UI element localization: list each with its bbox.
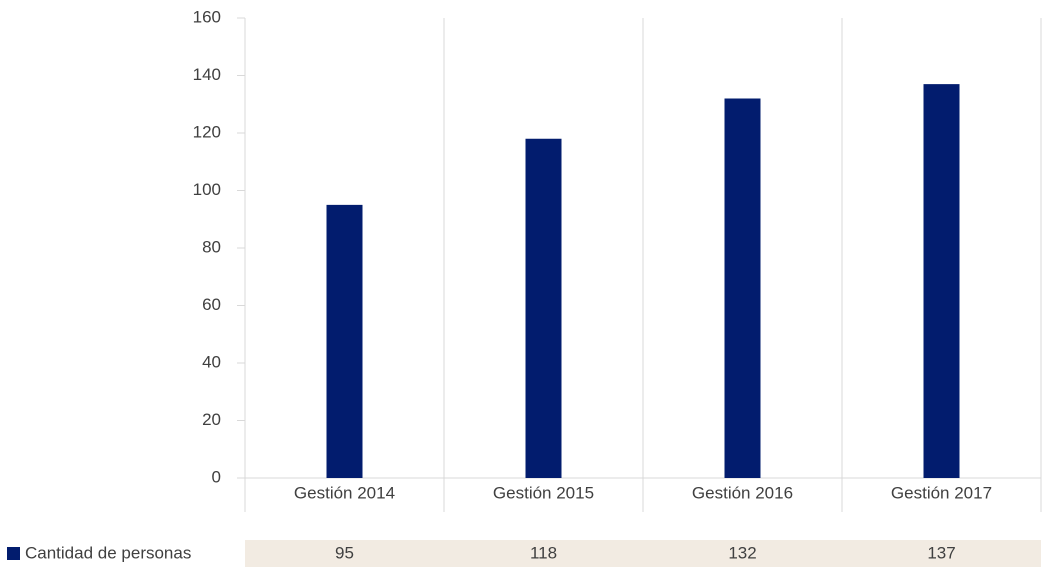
bar: [326, 204, 363, 478]
y-tick-label: 60: [202, 295, 221, 314]
bar: [923, 84, 960, 478]
bar: [525, 138, 562, 478]
x-tick-label: Gestión 2017: [891, 483, 992, 502]
legend-swatch: [7, 547, 20, 560]
y-tick-label: 120: [193, 122, 221, 141]
y-tick-label: 40: [202, 352, 221, 371]
data-table-cell: 137: [927, 543, 955, 562]
bar: [724, 98, 761, 478]
data-table-row: [245, 540, 1041, 567]
y-tick-label: 100: [193, 180, 221, 199]
y-tick-label: 0: [212, 467, 221, 486]
y-tick-label: 140: [193, 65, 221, 84]
y-tick-label: 160: [193, 7, 221, 26]
legend-label: Cantidad de personas: [25, 543, 191, 562]
y-tick-label: 80: [202, 237, 221, 256]
data-table-cell: 132: [728, 543, 756, 562]
x-tick-label: Gestión 2014: [294, 483, 395, 502]
x-tick-label: Gestión 2016: [692, 483, 793, 502]
y-tick-label: 20: [202, 410, 221, 429]
x-tick-label: Gestión 2015: [493, 483, 594, 502]
data-table-cell: 95: [335, 543, 354, 562]
data-table-cell: 118: [530, 543, 557, 562]
